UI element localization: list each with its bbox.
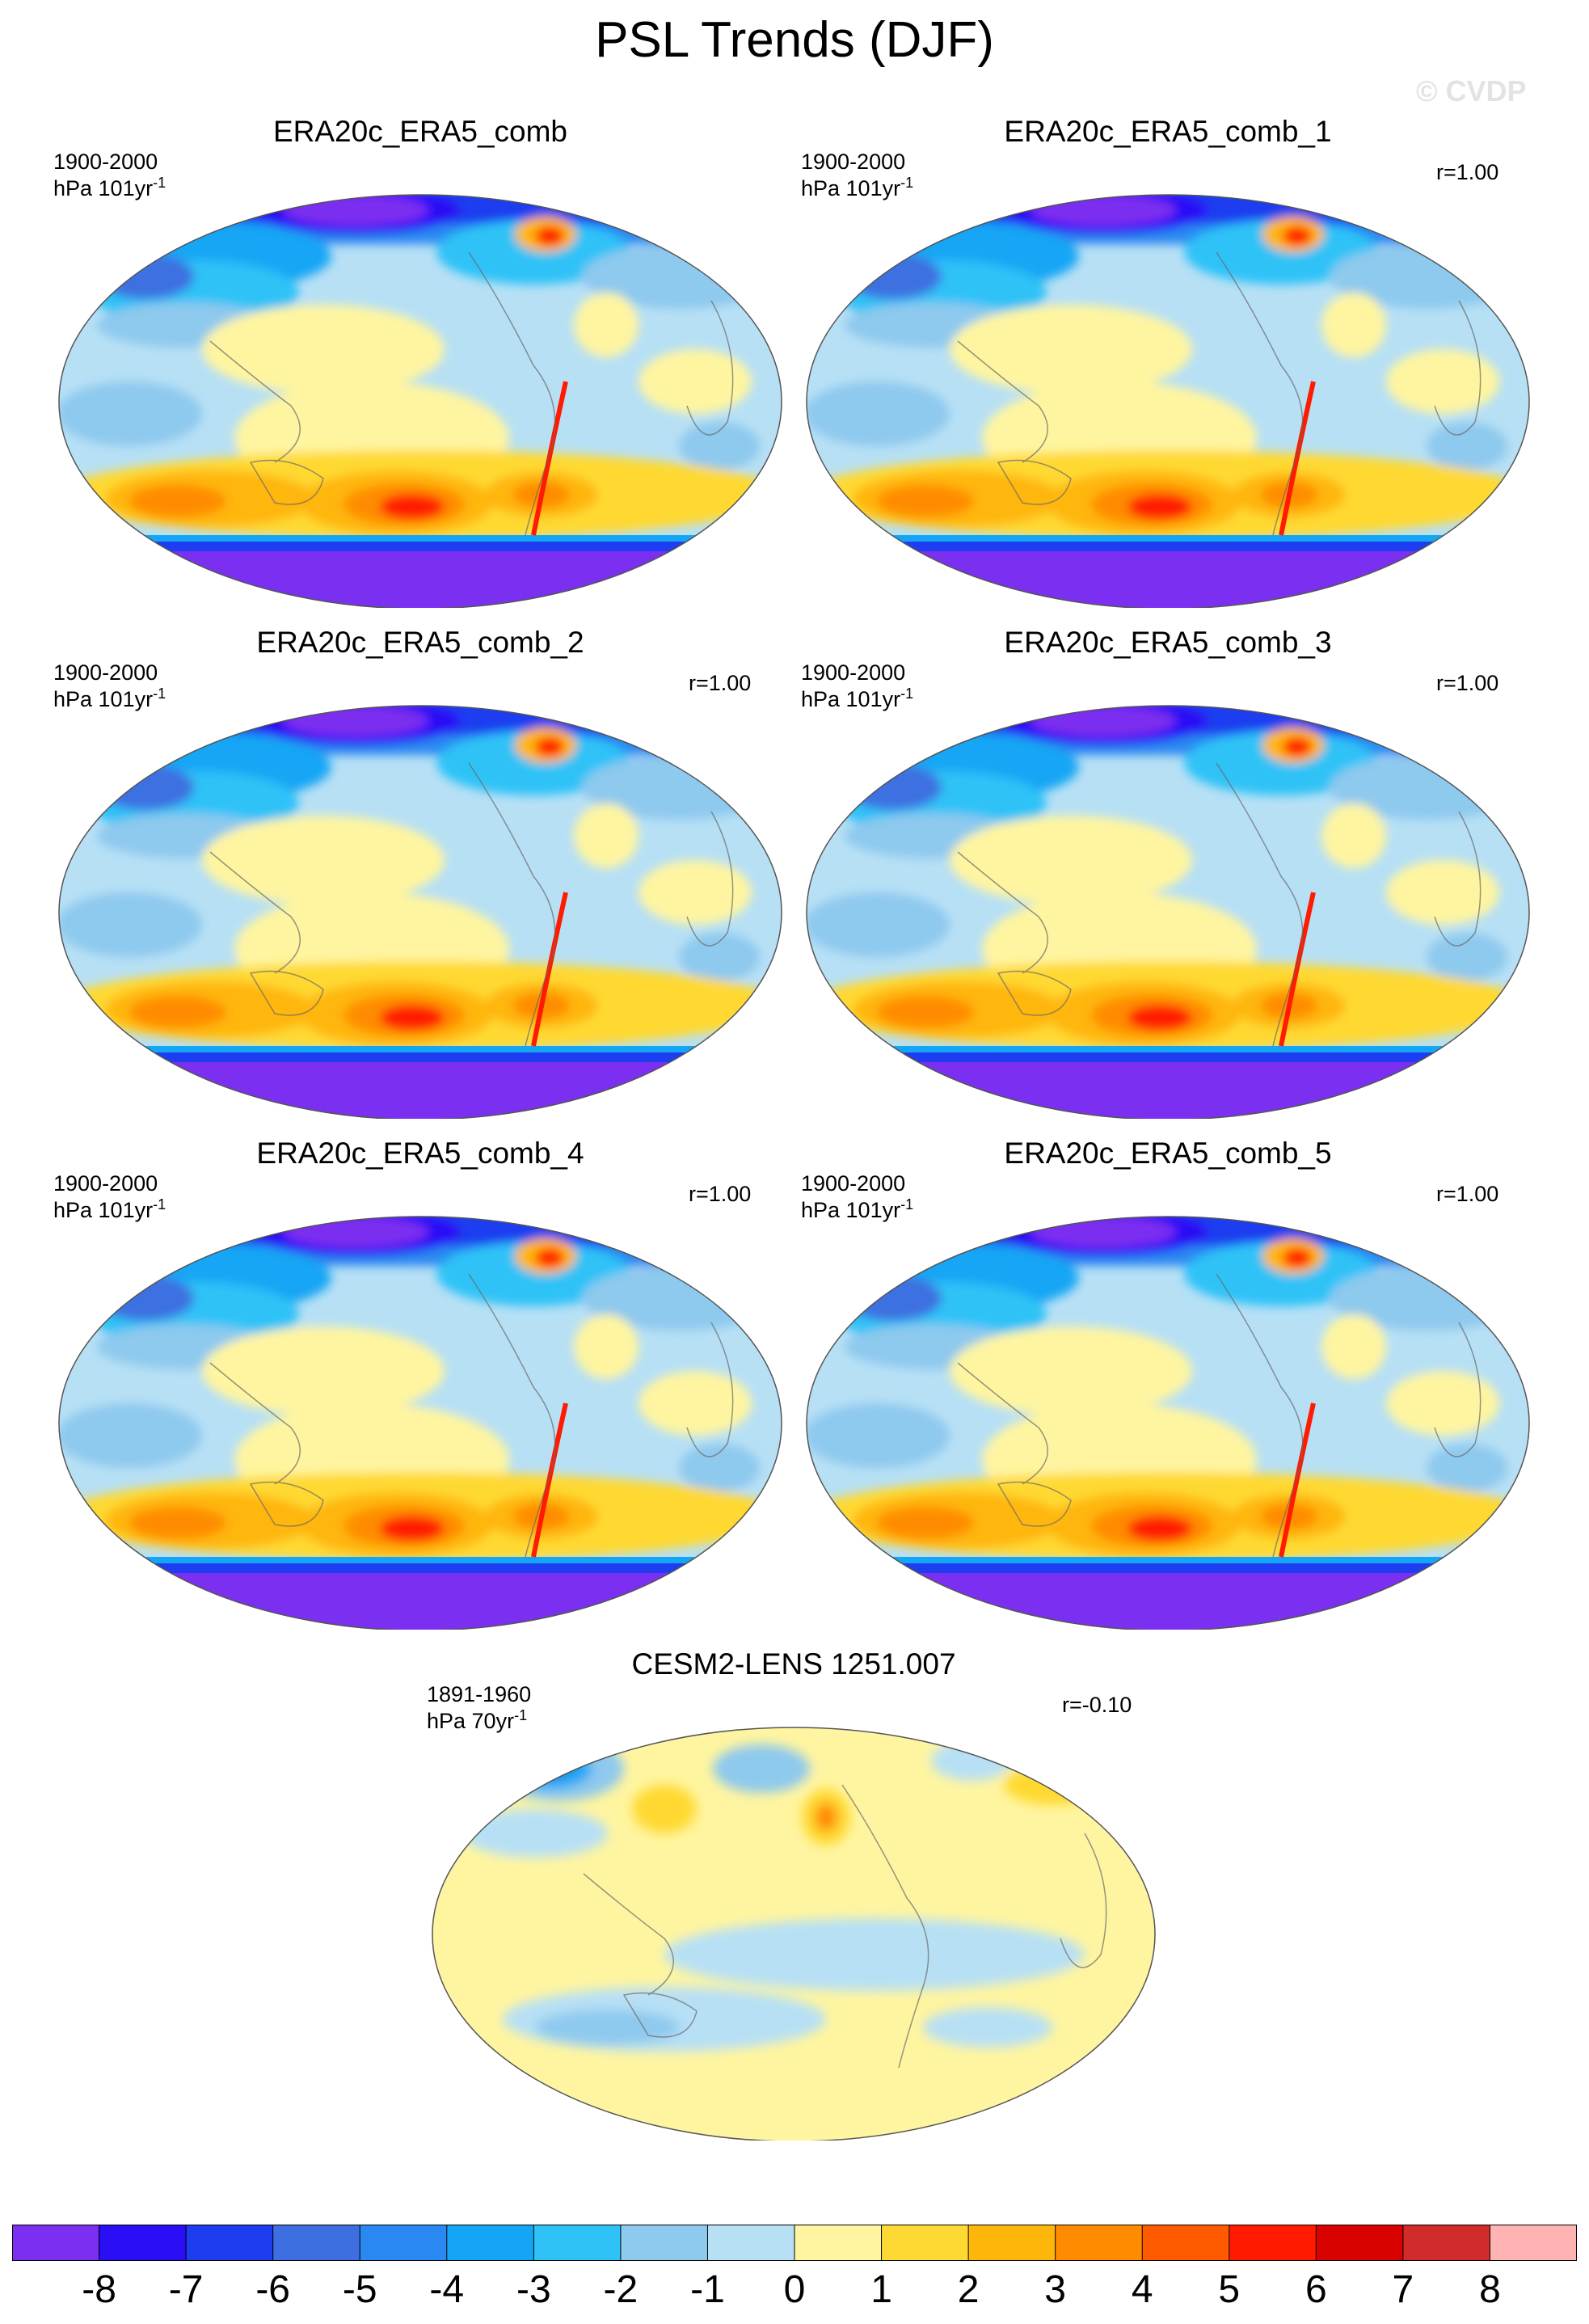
colorbar-swatch xyxy=(968,2225,1056,2261)
colorbar-swatch xyxy=(881,2225,969,2261)
trend-units: hPa 101yr-1 xyxy=(53,1196,166,1223)
trend-period: 1900-2000 xyxy=(53,1171,158,1196)
trend-period: 1900-2000 xyxy=(801,660,906,685)
trend-units: hPa 101yr-1 xyxy=(801,175,913,201)
map-panel-cesm2-lens: CESM2-LENS 1251.007 1891-1960 hPa 70yr-1… xyxy=(422,1647,1165,2141)
world-map xyxy=(806,194,1530,608)
colorbar-swatch xyxy=(533,2225,622,2261)
panel-title: ERA20c_ERA5_comb_2 xyxy=(256,626,584,659)
colorbar-swatch xyxy=(99,2225,187,2261)
map-panel-era20c-era5-comb: ERA20c_ERA5_comb 1900-2000 hPa 101yr-1 xyxy=(48,115,792,608)
map-panel-era20c-era5-comb-3: ERA20c_ERA5_comb_3 1900-2000 hPa 101yr-1… xyxy=(796,626,1540,1119)
colorbar-swatch xyxy=(186,2225,274,2261)
panel-title: ERA20c_ERA5_comb_4 xyxy=(256,1137,584,1170)
map-fill xyxy=(432,1727,1155,2141)
panel-title: ERA20c_ERA5_comb_3 xyxy=(1004,626,1332,659)
pattern-correlation: r=1.00 xyxy=(1436,671,1499,695)
units-base: hPa 101yr xyxy=(53,1198,154,1222)
colorbar-label: 5 xyxy=(1218,2268,1241,2311)
colorbar-swatch xyxy=(12,2225,100,2261)
units-exponent: -1 xyxy=(153,685,166,702)
world-map xyxy=(58,194,782,608)
colorbar-label: -3 xyxy=(516,2268,551,2311)
map-panel-era20c-era5-comb-2: ERA20c_ERA5_comb_2 1900-2000 hPa 101yr-1… xyxy=(48,626,792,1119)
colorbar-swatch xyxy=(1142,2225,1230,2261)
trend-units: hPa 101yr-1 xyxy=(53,175,166,201)
pattern-correlation: r=1.00 xyxy=(689,671,752,695)
colorbar-swatch xyxy=(446,2225,534,2261)
trend-units: hPa 101yr-1 xyxy=(801,1196,913,1223)
colorbar-swatch xyxy=(1055,2225,1143,2261)
world-map xyxy=(58,705,782,1119)
colorbar-label: 4 xyxy=(1131,2268,1153,2311)
units-base: hPa 101yr xyxy=(801,176,901,200)
colorbar-swatch xyxy=(1402,2225,1490,2261)
colorbar-swatch xyxy=(1229,2225,1317,2261)
colorbar-label: 8 xyxy=(1479,2268,1501,2311)
cvdp-watermark: © CVDP xyxy=(1416,74,1527,108)
trend-units: hPa 101yr-1 xyxy=(801,685,913,712)
colorbar-label: 2 xyxy=(957,2268,980,2311)
map-panel-era20c-era5-comb-5: ERA20c_ERA5_comb_5 1900-2000 hPa 101yr-1… xyxy=(796,1137,1540,1630)
trend-period: 1900-2000 xyxy=(53,660,158,685)
colorbar-swatch xyxy=(272,2225,360,2261)
colorbar xyxy=(12,2225,1577,2261)
pattern-correlation: r=1.00 xyxy=(1436,1182,1499,1206)
map-panel-era20c-era5-comb-1: ERA20c_ERA5_comb_1 1900-2000 hPa 101yr-1… xyxy=(796,115,1540,608)
units-exponent: -1 xyxy=(900,1196,914,1213)
units-base: hPa 101yr xyxy=(801,687,901,711)
trend-units: hPa 101yr-1 xyxy=(53,685,166,712)
trend-period: 1900-2000 xyxy=(801,150,906,174)
pattern-correlation: r=-0.10 xyxy=(1062,1693,1132,1717)
units-exponent: -1 xyxy=(153,1196,166,1213)
panel-title: ERA20c_ERA5_comb_5 xyxy=(1004,1137,1332,1170)
colorbar-label: -1 xyxy=(690,2268,725,2311)
page-title: PSL Trends (DJF) xyxy=(595,12,994,68)
units-base: hPa 101yr xyxy=(53,687,154,711)
units-exponent: -1 xyxy=(900,685,914,702)
colorbar-label: 6 xyxy=(1304,2268,1327,2311)
units-exponent: -1 xyxy=(900,175,914,191)
colorbar-label: 1 xyxy=(870,2268,892,2311)
pattern-correlation: r=1.00 xyxy=(689,1182,752,1206)
colorbar-label: -8 xyxy=(82,2268,116,2311)
units-exponent: -1 xyxy=(153,175,166,191)
world-map xyxy=(806,1216,1530,1630)
colorbar-swatch xyxy=(1316,2225,1404,2261)
trend-units: hPa 70yr-1 xyxy=(427,1707,527,1734)
colorbar-label: 7 xyxy=(1392,2268,1414,2311)
world-map xyxy=(432,1727,1156,2141)
map-panel-era20c-era5-comb-4: ERA20c_ERA5_comb_4 1900-2000 hPa 101yr-1… xyxy=(48,1137,792,1630)
pattern-correlation: r=1.00 xyxy=(1436,160,1499,184)
world-map xyxy=(58,1216,782,1630)
units-base: hPa 101yr xyxy=(801,1198,901,1222)
panel-title: ERA20c_ERA5_comb_1 xyxy=(1004,115,1332,148)
trend-period: 1900-2000 xyxy=(801,1171,906,1196)
colorbar-label: -6 xyxy=(255,2268,290,2311)
colorbar-swatch xyxy=(1490,2225,1577,2261)
panel-title: ERA20c_ERA5_comb xyxy=(272,115,568,148)
units-base: hPa 70yr xyxy=(427,1709,515,1733)
colorbar-label: 0 xyxy=(783,2268,806,2311)
colorbar-swatch xyxy=(360,2225,448,2261)
units-base: hPa 101yr xyxy=(53,176,154,200)
world-map xyxy=(806,705,1530,1119)
colorbar-label: -4 xyxy=(429,2268,465,2311)
colorbar-swatch xyxy=(794,2225,883,2261)
colorbar-label: -7 xyxy=(168,2268,204,2311)
colorbar-label: -2 xyxy=(603,2268,639,2311)
colorbar-swatch xyxy=(620,2225,708,2261)
colorbar-label: 3 xyxy=(1044,2268,1067,2311)
colorbar-swatch xyxy=(707,2225,795,2261)
colorbar-label: -5 xyxy=(342,2268,377,2311)
trend-period: 1900-2000 xyxy=(53,150,158,174)
units-exponent: -1 xyxy=(514,1707,528,1723)
trend-period: 1891-1960 xyxy=(427,1682,532,1706)
panel-title: CESM2-LENS 1251.007 xyxy=(631,1647,956,1681)
